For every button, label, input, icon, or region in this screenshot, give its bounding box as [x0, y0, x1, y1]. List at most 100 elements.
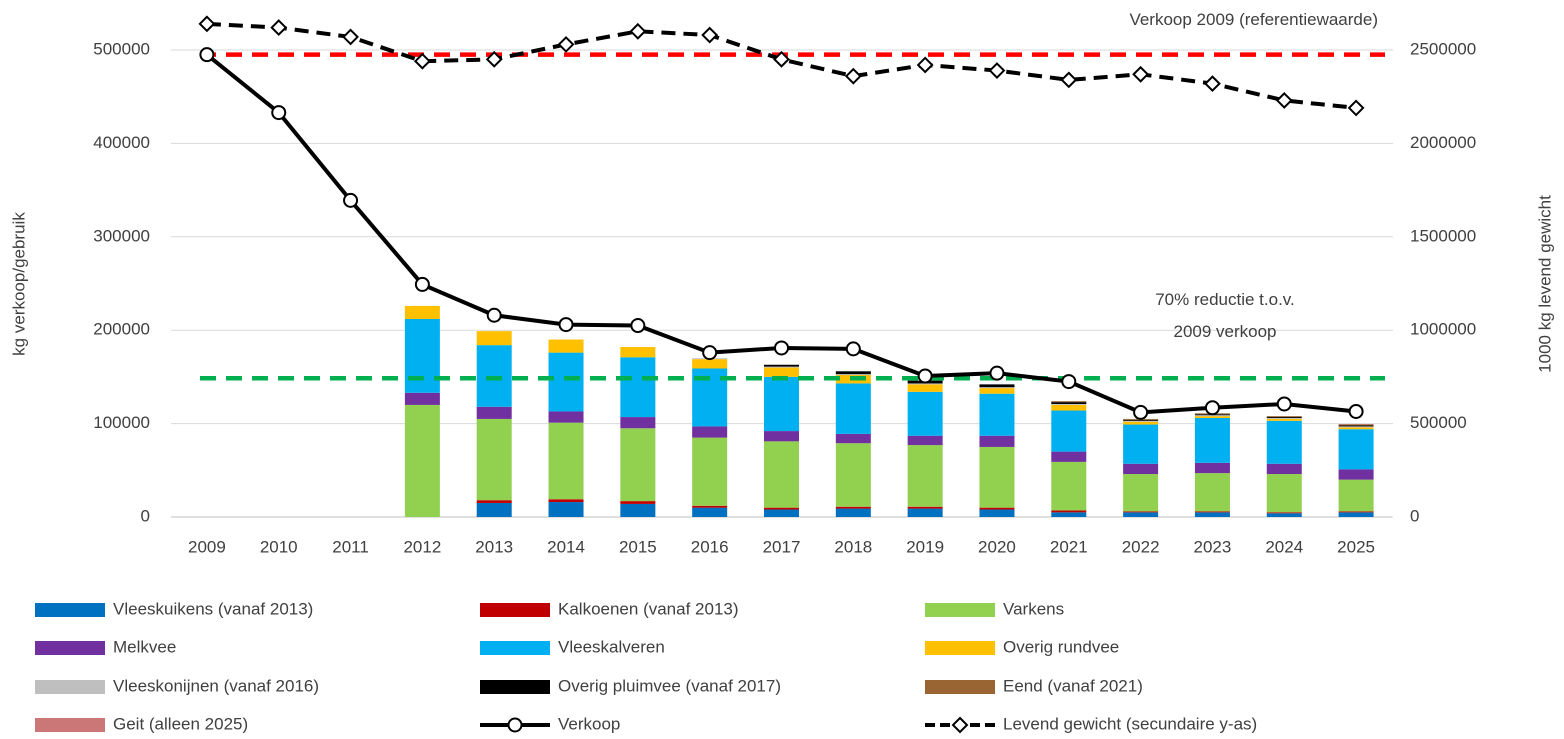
- line-marker: [199, 47, 215, 63]
- bar-segment: [1051, 510, 1087, 513]
- bar-segment: [907, 506, 943, 509]
- bar-segment: [1051, 461, 1087, 511]
- bar-segment: [1123, 419, 1159, 421]
- bar-segment: [1123, 424, 1159, 464]
- bar-segment: [1338, 425, 1374, 427]
- line-marker: [486, 307, 502, 323]
- bar-segment: [764, 509, 799, 517]
- bar-segment: [476, 406, 512, 419]
- y2-tick-label: 0: [1410, 506, 1419, 525]
- line-marker: [630, 318, 646, 334]
- bar-segment: [476, 345, 512, 407]
- y-tick-label: 100000: [93, 413, 150, 432]
- bar-segment: [979, 387, 1015, 389]
- bar-segment: [1051, 404, 1087, 411]
- bar-segment: [1123, 421, 1159, 425]
- x-tick-label: 2011: [332, 537, 369, 556]
- x-tick-label: 2015: [619, 537, 657, 556]
- legend-swatch: [35, 680, 105, 694]
- bar-segment: [835, 433, 871, 444]
- bar-segment: [979, 507, 1015, 510]
- bar-segment: [1051, 512, 1087, 517]
- line-marker: [702, 345, 718, 361]
- reference-label: 2009 verkoop: [1173, 322, 1276, 341]
- x-tick-label: 2022: [1122, 537, 1160, 556]
- bar-segment: [1051, 403, 1087, 405]
- legend-swatch: [35, 603, 105, 617]
- bar-segment: [1194, 416, 1230, 418]
- bar-segment: [692, 507, 728, 517]
- legend-label: Kalkoenen (vanaf 2013): [558, 599, 739, 618]
- line-marker: [413, 52, 431, 70]
- legend-swatch: [480, 603, 550, 617]
- line-marker: [485, 50, 503, 68]
- bar-segment: [1123, 512, 1159, 517]
- bar-segment: [907, 508, 943, 517]
- line-marker: [1060, 71, 1078, 89]
- x-tick-label: 2023: [1194, 537, 1232, 556]
- bar-segment: [1051, 451, 1087, 462]
- bar-segment: [764, 367, 799, 377]
- bar-segment: [1194, 462, 1230, 474]
- bar-segment: [835, 443, 871, 507]
- bar-segment: [1266, 512, 1302, 514]
- bar-segment: [404, 392, 440, 405]
- bar-segment: [476, 500, 512, 503]
- legend-label: Overig pluimvee (vanaf 2017): [558, 676, 781, 695]
- bar-segment: [692, 505, 728, 508]
- bar-segment: [1266, 418, 1302, 421]
- line-marker: [774, 340, 789, 356]
- line-marker: [1347, 99, 1365, 117]
- bar-segment: [620, 501, 656, 504]
- legend-label: Vleeskalveren: [558, 637, 665, 656]
- line-marker: [271, 105, 287, 121]
- bar-segment: [548, 339, 584, 353]
- x-tick-label: 2019: [906, 537, 944, 556]
- y2-tick-label: 1500000: [1410, 226, 1476, 245]
- y-axis-title: kg verkoop/gebruik: [9, 212, 28, 356]
- bar-segment: [907, 391, 943, 436]
- line-marker: [988, 62, 1006, 79]
- bar-segment: [1194, 415, 1230, 417]
- legend-swatch: [480, 680, 550, 694]
- line-marker: [916, 56, 934, 74]
- bar-segment: [907, 384, 943, 392]
- reference-label: Verkoop 2009 (referentiewaarde): [1129, 10, 1378, 29]
- bar-segment: [1338, 479, 1374, 512]
- bar-segment: [548, 422, 584, 500]
- line-marker: [1348, 403, 1364, 419]
- bar-segment: [1194, 512, 1230, 517]
- line-marker: [1204, 75, 1221, 93]
- x-tick-label: 2009: [188, 537, 226, 556]
- line-marker: [1061, 374, 1077, 390]
- bar-segment: [764, 366, 799, 368]
- bar-segment: [1194, 417, 1230, 463]
- bar-segment: [907, 445, 943, 507]
- bar-segment: [692, 426, 728, 438]
- bar-segment: [1123, 420, 1159, 422]
- line-marker: [629, 22, 647, 40]
- bar-segment: [404, 318, 440, 393]
- y-tick-label: 400000: [93, 133, 150, 152]
- line-marker: [1204, 400, 1220, 416]
- y2-tick-label: 1000000: [1410, 320, 1476, 339]
- bar-segment: [404, 305, 440, 319]
- x-tick-label: 2021: [1050, 537, 1088, 556]
- line-marker: [270, 19, 288, 36]
- legend-swatch: [925, 641, 995, 655]
- bar-segment: [476, 418, 512, 501]
- bar-segment: [1266, 420, 1302, 464]
- y2-axis-title: 1000 kg levend gewicht: [1535, 195, 1554, 373]
- bar-segment: [979, 393, 1015, 436]
- y-tick-label: 300000: [93, 226, 150, 245]
- bar-segment: [476, 502, 512, 517]
- line-marker: [701, 26, 719, 44]
- bar-segment: [764, 507, 799, 510]
- bar-segment: [979, 388, 1015, 394]
- legend-swatch: [925, 603, 995, 617]
- bar-segment: [1338, 429, 1374, 470]
- line-marker: [343, 192, 359, 208]
- x-tick-label: 2025: [1337, 537, 1375, 556]
- legend-marker: [951, 716, 969, 734]
